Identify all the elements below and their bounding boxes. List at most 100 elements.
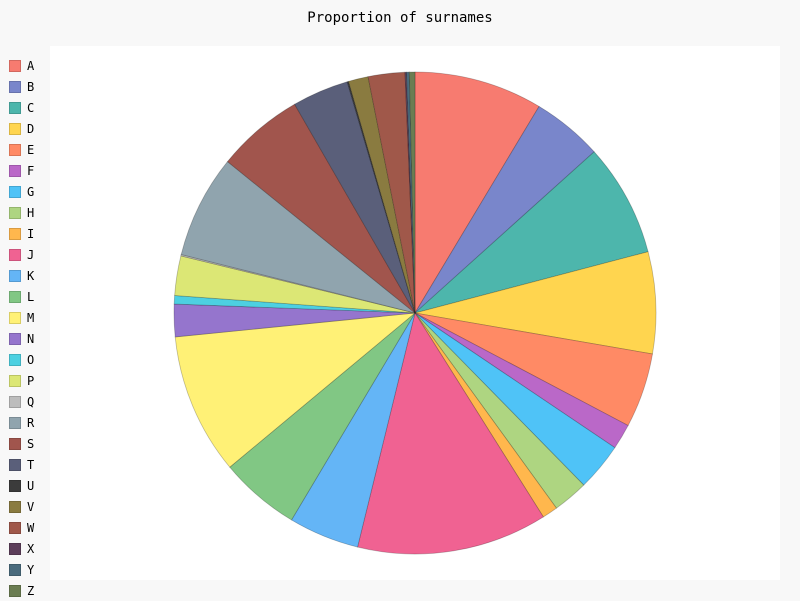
legend-item-d[interactable]: D — [9, 118, 34, 139]
legend-swatch — [9, 311, 21, 324]
legend-label: C — [27, 100, 35, 115]
legend-label: W — [27, 520, 35, 535]
legend-item-i[interactable]: I — [9, 223, 34, 244]
pie-slice-g[interactable] — [414, 312, 616, 486]
legend-label: R — [27, 415, 35, 430]
legend-label: L — [27, 289, 35, 304]
legend-swatch — [9, 185, 21, 198]
legend-item-u[interactable]: U — [9, 475, 34, 496]
legend-swatch — [9, 458, 21, 471]
pie-slice-x[interactable] — [404, 71, 416, 314]
legend-swatch — [9, 248, 21, 261]
legend-item-w[interactable]: W — [9, 517, 34, 538]
legend-item-c[interactable]: C — [9, 97, 34, 118]
legend-label: V — [27, 499, 35, 514]
legend-item-v[interactable]: V — [9, 496, 34, 517]
pie-slice-y[interactable] — [405, 71, 416, 314]
legend-label: O — [27, 352, 35, 367]
legend-label: H — [27, 205, 35, 220]
legend-item-x[interactable]: X — [9, 538, 34, 559]
legend-swatch — [9, 479, 21, 492]
pie-slice-q[interactable] — [180, 254, 416, 314]
legend-label: T — [27, 457, 35, 472]
legend-item-s[interactable]: S — [9, 433, 34, 454]
legend-swatch — [9, 206, 21, 219]
legend-swatch — [9, 584, 21, 597]
legend-swatch — [9, 269, 21, 282]
legend-swatch — [9, 332, 21, 345]
legend-swatch — [9, 143, 21, 156]
pie-slice-t[interactable] — [294, 81, 416, 314]
legend-label: G — [27, 184, 35, 199]
pie-slice-c[interactable] — [414, 151, 649, 314]
legend-item-y[interactable]: Y — [9, 559, 34, 580]
legend-item-z[interactable]: Z — [9, 580, 34, 601]
legend-label: P — [27, 373, 35, 388]
legend-item-f[interactable]: F — [9, 160, 34, 181]
legend-label: A — [27, 58, 35, 73]
legend-item-h[interactable]: H — [9, 202, 34, 223]
legend-item-p[interactable]: P — [9, 370, 34, 391]
legend-label: Q — [27, 394, 35, 409]
legend-item-m[interactable]: M — [9, 307, 34, 328]
legend-label: K — [27, 268, 35, 283]
pie-slice-d[interactable] — [414, 251, 657, 355]
legend-label: S — [27, 436, 35, 451]
pie-slice-m[interactable] — [174, 312, 417, 468]
legend-item-q[interactable]: Q — [9, 391, 34, 412]
pie-slice-u[interactable] — [346, 80, 416, 314]
pie-slice-v[interactable] — [348, 76, 416, 314]
legend-item-l[interactable]: L — [9, 286, 34, 307]
legend-swatch — [9, 290, 21, 303]
legend-item-b[interactable]: B — [9, 76, 34, 97]
pie-slice-h[interactable] — [414, 312, 585, 509]
legend-label: D — [27, 121, 35, 136]
legend-swatch — [9, 101, 21, 114]
legend-item-n[interactable]: N — [9, 328, 34, 349]
pie-slice-b[interactable] — [414, 105, 595, 314]
legend-item-r[interactable]: R — [9, 412, 34, 433]
pie-slice-z[interactable] — [408, 71, 416, 314]
legend-item-o[interactable]: O — [9, 349, 34, 370]
pie-slice-f[interactable] — [414, 312, 629, 449]
pie-slice-n[interactable] — [173, 303, 416, 338]
legend-item-k[interactable]: K — [9, 265, 34, 286]
legend-item-t[interactable]: T — [9, 454, 34, 475]
pie-slice-w[interactable] — [367, 71, 416, 314]
legend-swatch — [9, 80, 21, 93]
legend-swatch — [9, 563, 21, 576]
legend-swatch — [9, 521, 21, 534]
legend-item-a[interactable]: A — [9, 55, 34, 76]
legend-swatch — [9, 374, 21, 387]
legend-swatch — [9, 437, 21, 450]
pie-slice-o[interactable] — [173, 295, 416, 314]
legend-label: E — [27, 142, 35, 157]
pie-slice-l[interactable] — [229, 312, 416, 521]
pie-slice-j[interactable] — [357, 311, 544, 555]
legend-swatch — [9, 542, 21, 555]
legend-swatch — [9, 500, 21, 513]
legend-label: N — [27, 331, 35, 346]
legend-swatch — [9, 416, 21, 429]
pie-slice-i[interactable] — [414, 312, 557, 518]
legend-swatch — [9, 122, 21, 135]
pie-slice-a[interactable] — [414, 71, 540, 315]
pie-slice-r[interactable] — [180, 161, 416, 314]
pie-slice-p[interactable] — [174, 255, 416, 314]
legend-item-g[interactable]: G — [9, 181, 34, 202]
legend-label: B — [27, 79, 35, 94]
legend-label: J — [27, 247, 35, 262]
legend-swatch — [9, 164, 21, 177]
legend-label: I — [27, 226, 35, 241]
legend-label: Y — [27, 562, 35, 577]
legend-item-e[interactable]: E — [9, 139, 34, 160]
legend-label: M — [27, 310, 35, 325]
pie-slice-s[interactable] — [226, 103, 416, 314]
legend-item-j[interactable]: J — [9, 244, 34, 265]
pie-slice-e[interactable] — [414, 312, 653, 427]
legend-label: Z — [27, 583, 35, 598]
pie-slice-k[interactable] — [290, 312, 416, 548]
legend-swatch — [9, 353, 21, 366]
